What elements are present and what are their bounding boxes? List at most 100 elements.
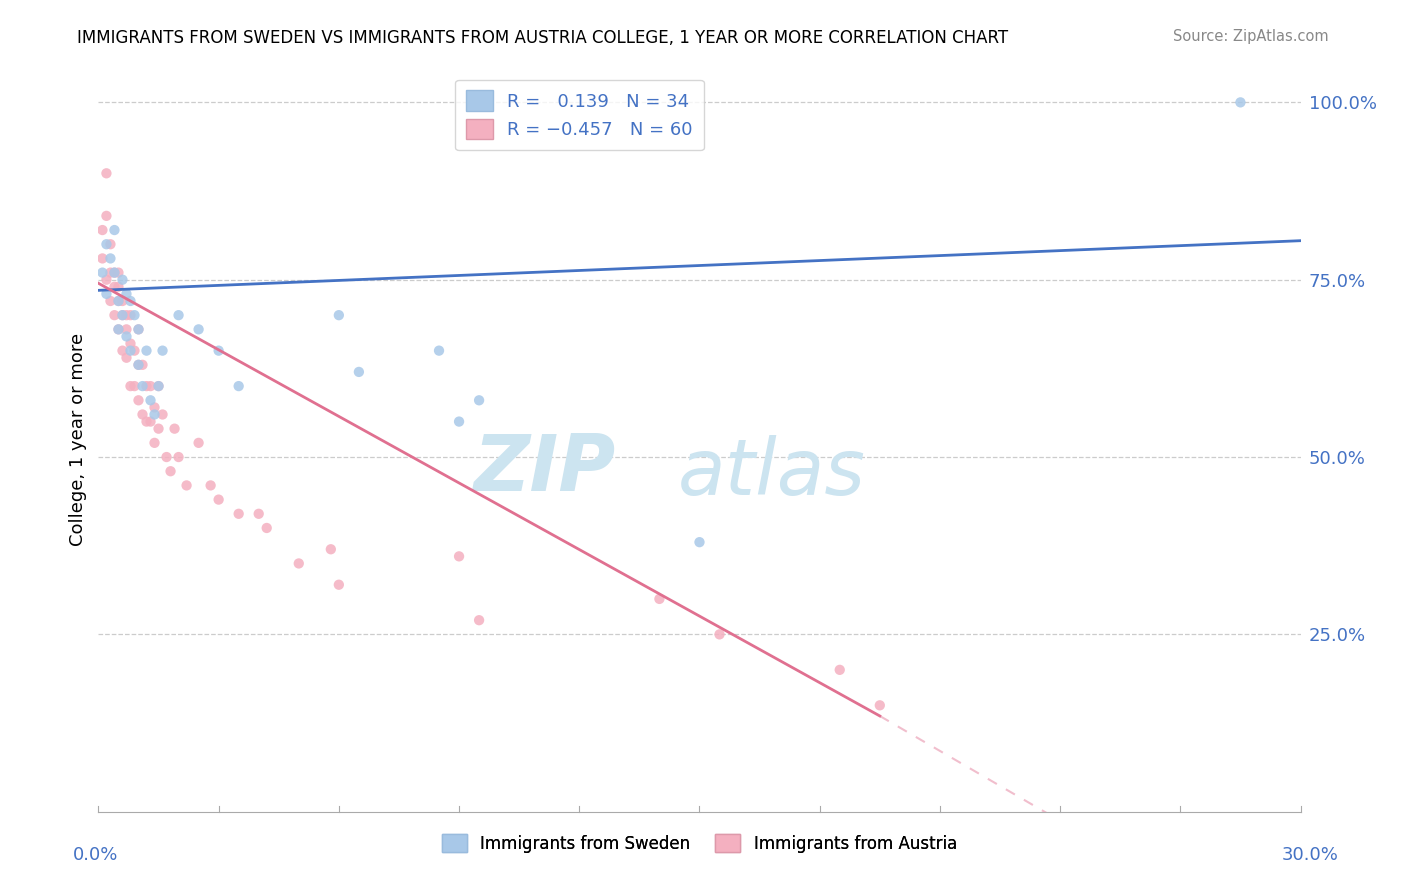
Point: [111, 308, 134, 322]
Point: [120, 343, 142, 358]
Point: [103, 266, 125, 280]
Point: [103, 266, 125, 280]
Point: [208, 492, 231, 507]
Point: [468, 613, 491, 627]
Point: [328, 308, 350, 322]
Point: [159, 464, 181, 478]
Point: [167, 450, 190, 464]
Point: [100, 237, 122, 252]
Point: [107, 293, 129, 308]
Point: [128, 358, 150, 372]
Point: [228, 379, 250, 393]
Text: 0.0%: 0.0%: [73, 846, 118, 863]
Point: [128, 322, 150, 336]
Point: [120, 308, 142, 322]
Point: [247, 507, 270, 521]
Point: [111, 273, 134, 287]
Point: [100, 266, 122, 280]
Point: [143, 408, 166, 422]
Legend: Immigrants from Sweden, Immigrants from Austria: Immigrants from Sweden, Immigrants from …: [436, 827, 963, 859]
Point: [139, 379, 162, 393]
Point: [128, 393, 150, 408]
Point: [111, 293, 134, 308]
Point: [228, 507, 250, 521]
Point: [120, 293, 142, 308]
Point: [128, 358, 150, 372]
Point: [124, 379, 146, 393]
Point: [688, 535, 710, 549]
Point: [103, 308, 125, 322]
Point: [128, 322, 150, 336]
Point: [148, 379, 170, 393]
Text: IMMIGRANTS FROM SWEDEN VS IMMIGRANTS FROM AUSTRIA COLLEGE, 1 YEAR OR MORE CORREL: IMMIGRANTS FROM SWEDEN VS IMMIGRANTS FRO…: [77, 29, 1008, 46]
Point: [96, 286, 118, 301]
Point: [103, 280, 125, 294]
Point: [828, 663, 851, 677]
Point: [115, 286, 138, 301]
Point: [709, 627, 731, 641]
Point: [176, 478, 198, 492]
Point: [143, 401, 166, 415]
Point: [143, 435, 166, 450]
Point: [107, 322, 129, 336]
Point: [91, 223, 114, 237]
Point: [115, 329, 138, 343]
Point: [347, 365, 370, 379]
Point: [869, 698, 891, 713]
Point: [139, 393, 162, 408]
Point: [91, 266, 114, 280]
Point: [187, 322, 209, 336]
Point: [96, 166, 118, 180]
Point: [115, 351, 138, 365]
Point: [328, 578, 350, 592]
Point: [135, 379, 157, 393]
Point: [148, 379, 170, 393]
Y-axis label: College, 1 year or more: College, 1 year or more: [69, 333, 87, 546]
Point: [120, 379, 142, 393]
Point: [468, 393, 491, 408]
Point: [152, 343, 174, 358]
Point: [124, 308, 146, 322]
Point: [167, 308, 190, 322]
Point: [648, 591, 671, 606]
Point: [163, 422, 186, 436]
Point: [131, 358, 153, 372]
Point: [152, 408, 174, 422]
Point: [107, 293, 129, 308]
Point: [200, 478, 222, 492]
Point: [111, 308, 134, 322]
Point: [107, 280, 129, 294]
Point: [103, 223, 125, 237]
Text: ZIP: ZIP: [472, 431, 616, 508]
Point: [135, 415, 157, 429]
Point: [155, 450, 177, 464]
Point: [100, 293, 122, 308]
Point: [107, 266, 129, 280]
Text: atlas: atlas: [678, 434, 866, 511]
Point: [256, 521, 278, 535]
Point: [91, 252, 114, 266]
Point: [447, 549, 470, 564]
Point: [96, 237, 118, 252]
Point: [111, 343, 134, 358]
Point: [115, 308, 138, 322]
Point: [131, 408, 153, 422]
Text: Source: ZipAtlas.com: Source: ZipAtlas.com: [1173, 29, 1329, 44]
Point: [288, 557, 311, 571]
Text: 30.0%: 30.0%: [1282, 846, 1339, 863]
Point: [131, 379, 153, 393]
Point: [427, 343, 450, 358]
Point: [447, 415, 470, 429]
Point: [120, 336, 142, 351]
Point: [96, 209, 118, 223]
Point: [139, 415, 162, 429]
Point: [100, 252, 122, 266]
Point: [135, 343, 157, 358]
Point: [148, 422, 170, 436]
Point: [187, 435, 209, 450]
Point: [208, 343, 231, 358]
Point: [124, 343, 146, 358]
Point: [107, 322, 129, 336]
Point: [1229, 95, 1251, 110]
Point: [319, 542, 342, 557]
